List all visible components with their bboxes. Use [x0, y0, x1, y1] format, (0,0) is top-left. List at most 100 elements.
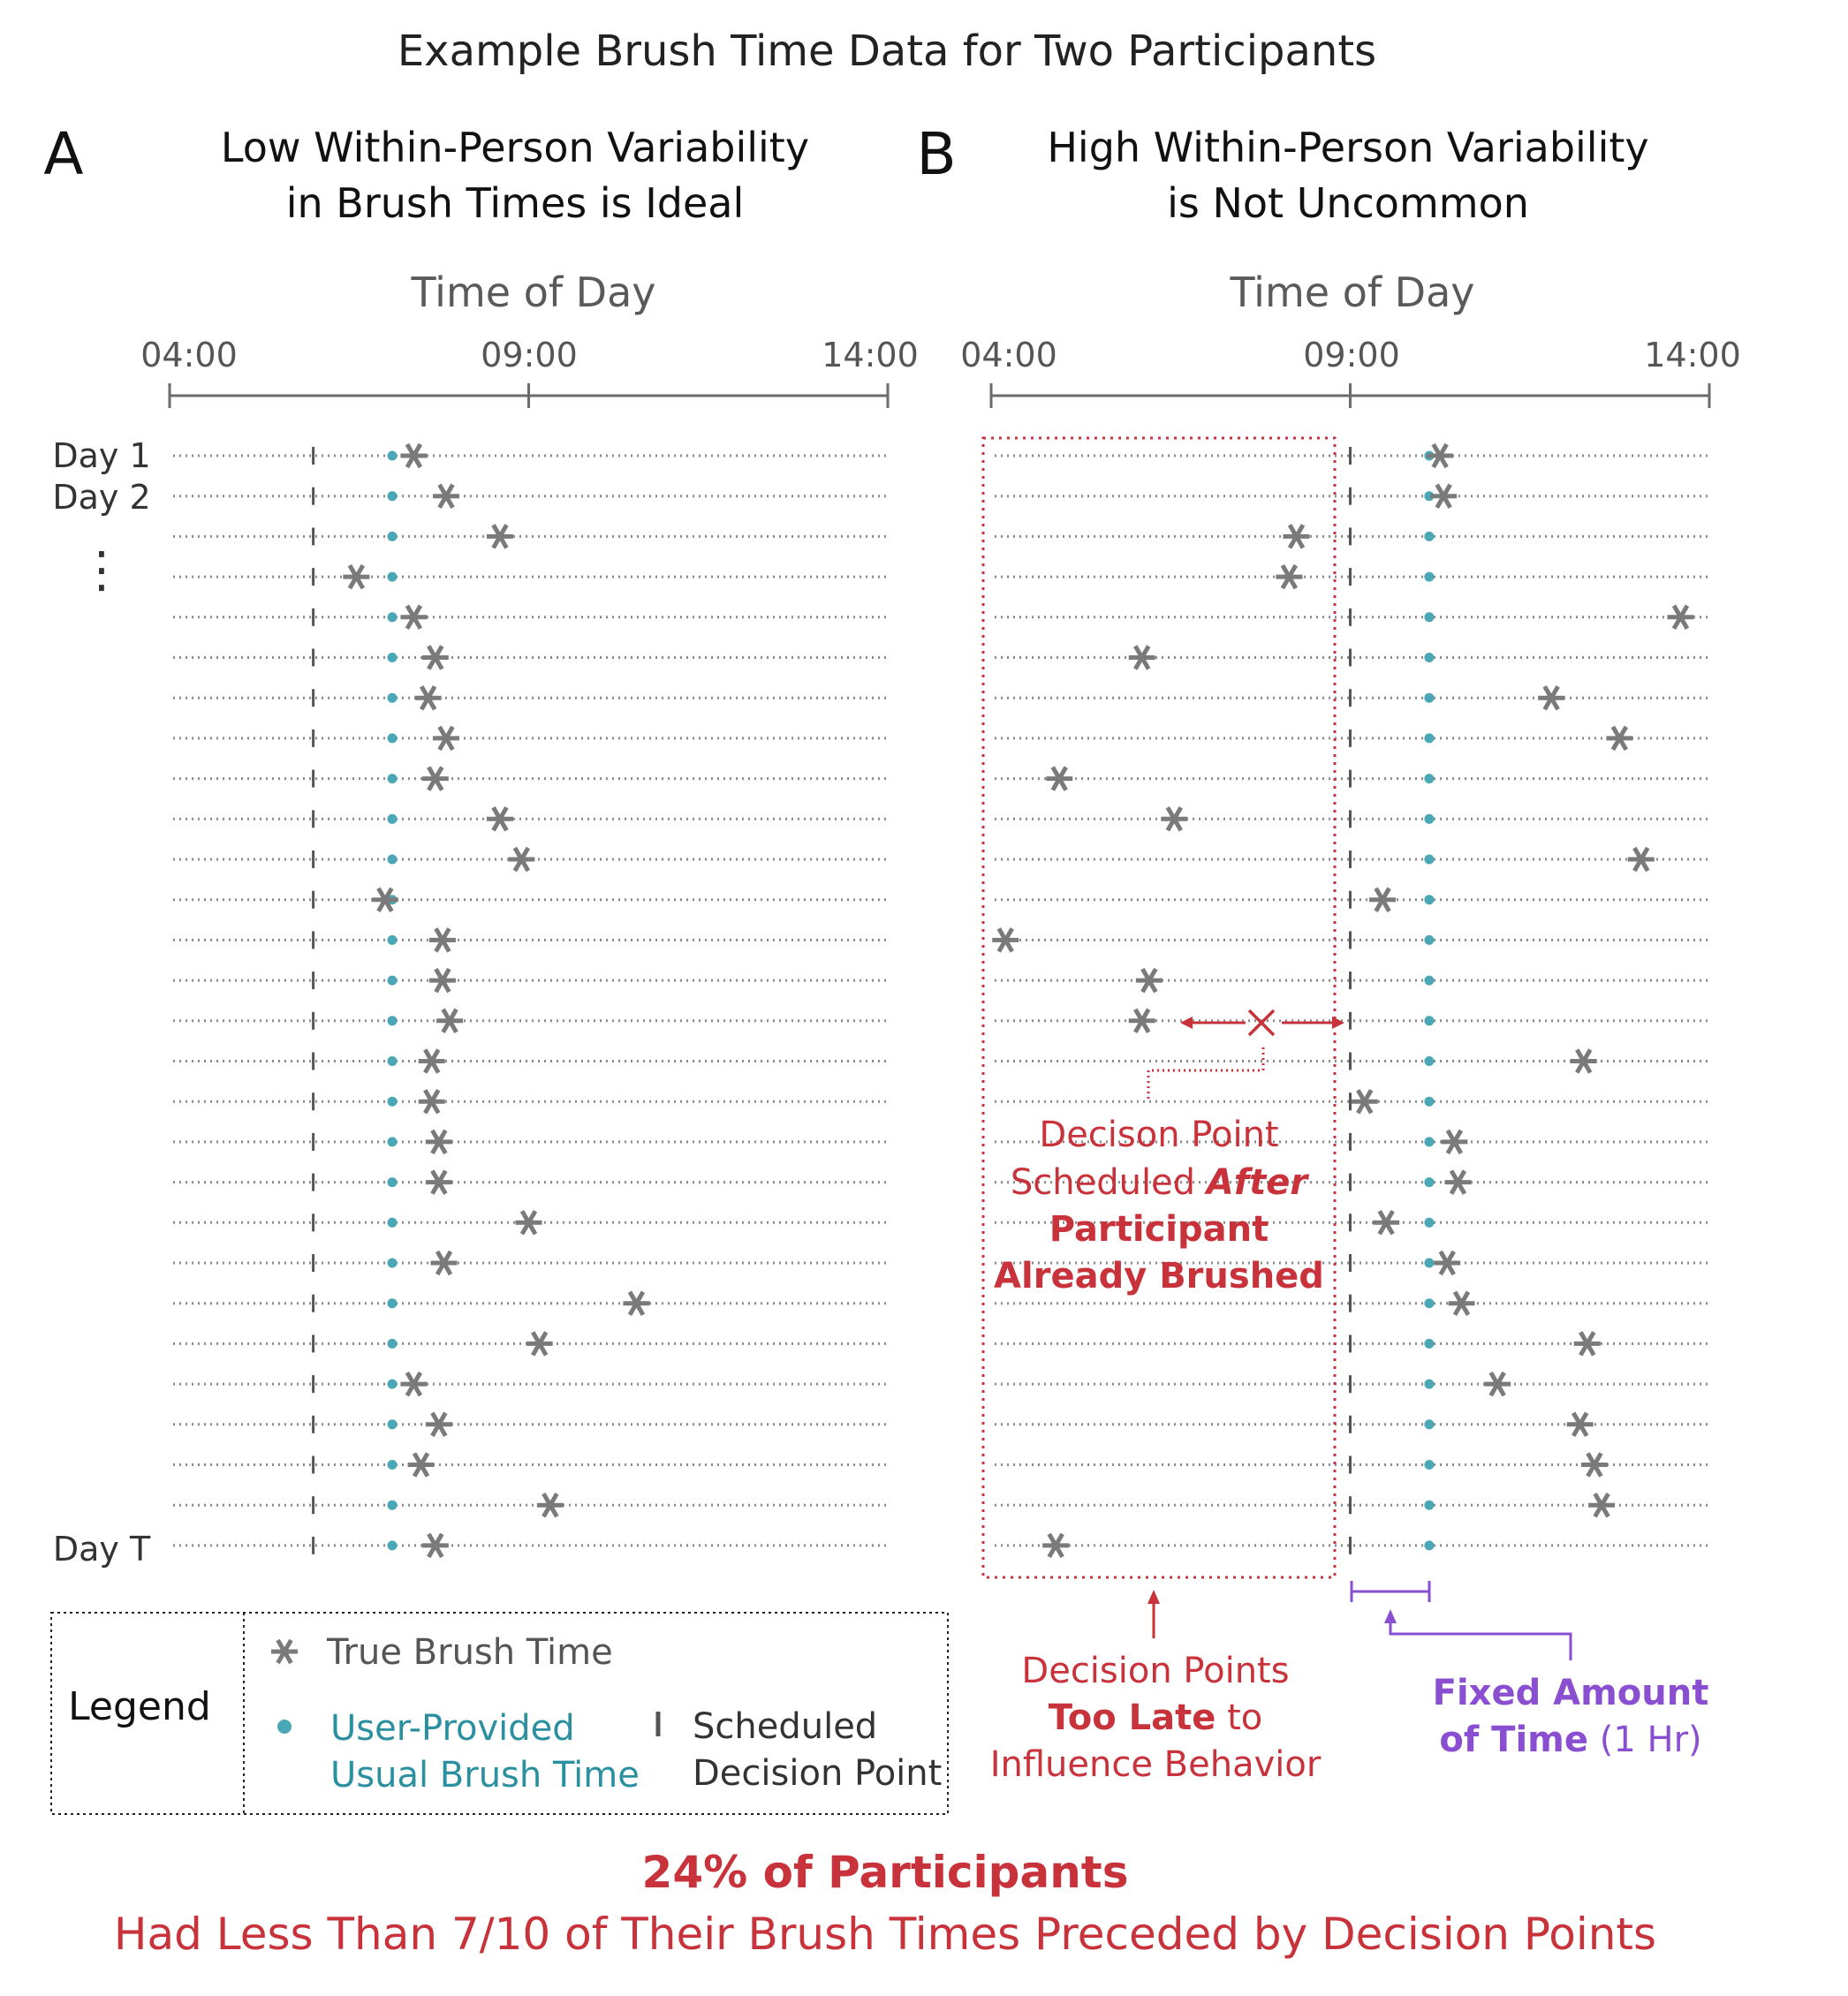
panel-b-usual-time-dot-28 — [1424, 1540, 1435, 1551]
decision-after-brush-arrow — [1147, 1009, 1344, 1100]
panel-b-true-brush-star-20 — [1373, 1210, 1400, 1236]
callout-line2-regular: Scheduled — [1011, 1162, 1207, 1203]
panel-a-usual-time-dot-21 — [387, 1258, 398, 1268]
footer-line1: 24% of Participants — [642, 1847, 1129, 1898]
panel-b-usual-time-dot-27 — [1424, 1500, 1435, 1510]
panel-a-usual-time-dot-14 — [387, 975, 398, 986]
late-line3: Influence Behavior — [990, 1744, 1322, 1785]
panel-a-true-brush-star-26 — [407, 1452, 435, 1478]
panel-a-usual-time-dot-13 — [387, 934, 398, 945]
panel-b-usual-time-dot-17 — [1424, 1096, 1435, 1107]
callout-line1: Decison Point — [1039, 1115, 1278, 1155]
panel-a-true-brush-star-21 — [430, 1250, 458, 1276]
bracket-arrow-head — [1384, 1609, 1397, 1623]
too-late-region-box — [981, 436, 1337, 1579]
panel-a-true-brush-star-4 — [343, 563, 370, 590]
panel-b-usual-time-dot-10 — [1424, 813, 1435, 824]
panel-a-usual-time-dot-23 — [387, 1338, 398, 1349]
panel-b-true-brush-star-18 — [1441, 1129, 1468, 1155]
panel-a-true-brush-star-20 — [515, 1210, 542, 1236]
legend-decision-line2: Decision Point — [693, 1753, 942, 1794]
panel-a-true-brush-star-25 — [425, 1411, 452, 1438]
day-label-2: Day 2 — [52, 478, 150, 517]
late-line2-bold: Too Late — [1049, 1697, 1216, 1738]
panel-a-true-brush-star-14 — [428, 967, 456, 994]
late-arrow-head — [1147, 1590, 1160, 1604]
panel-a-true-brush-star-10 — [486, 806, 513, 832]
panel-b-label: B — [916, 120, 956, 188]
panel-b-usual-time-dot-3 — [1424, 531, 1435, 541]
panel-a-true-brush-star-7 — [414, 684, 442, 711]
panel-a-usual-time-dot-7 — [387, 692, 398, 703]
panel-a-true-brush-star-1 — [400, 442, 428, 469]
panel-b-true-brush-star-21 — [1434, 1250, 1461, 1276]
panel-b-usual-time-dot-2 — [1424, 491, 1435, 502]
panel-a-usual-time-dot-11 — [387, 854, 398, 865]
legend-star-icon — [271, 1638, 298, 1665]
panel-b-tick-0900: 09:00 — [1303, 336, 1400, 374]
panel-b-usual-time-dot-8 — [1424, 733, 1435, 744]
panel-b-tick-0400: 04:00 — [960, 336, 1057, 374]
legend: Legend True Brush Time User-Provided Usu… — [50, 1612, 949, 1815]
panel-a-usual-time-dot-2 — [387, 491, 398, 502]
panel-a-true-brush-star-11 — [508, 846, 535, 873]
panel-b-true-brush-star-28 — [1042, 1532, 1070, 1559]
panel-a-true-brush-star-27 — [536, 1492, 564, 1518]
arrow-right-head — [1332, 1017, 1344, 1029]
panel-b-usual-time-dot-9 — [1424, 774, 1435, 784]
panel-a-usual-time-dot-22 — [387, 1298, 398, 1309]
panel-b-true-brush-star-11 — [1627, 846, 1655, 873]
panel-b-usual-time-dot-12 — [1424, 895, 1435, 905]
panel-b-usual-time-dot-21 — [1424, 1258, 1435, 1268]
panel-b-true-brush-star-23 — [1573, 1331, 1601, 1357]
panel-b-true-brush-star-4 — [1276, 563, 1303, 590]
fixed-line2: of Time (1 Hr) — [1439, 1720, 1701, 1760]
panel-b-true-brush-star-25 — [1566, 1411, 1594, 1438]
callout-line4: Already Brushed — [994, 1256, 1324, 1297]
panel-a-tick-0400: 04:00 — [140, 336, 238, 374]
bracket-connector — [1389, 1622, 1572, 1660]
panel-b-usual-time-dot-14 — [1424, 975, 1435, 986]
panel-a-true-brush-star-23 — [526, 1331, 553, 1357]
panel-b-true-brush-star-15 — [1128, 1008, 1155, 1034]
panel-a-true-brush-star-2 — [433, 483, 460, 509]
callout-connector — [1147, 1047, 1265, 1100]
panel-a-true-brush-star-28 — [421, 1532, 449, 1559]
panel-b-true-brush-star-19 — [1444, 1169, 1472, 1195]
fixed-line2-bold: of Time — [1439, 1720, 1588, 1760]
panel-b-usual-time-dot-5 — [1424, 612, 1435, 623]
panel-a-true-brush-star-22 — [623, 1290, 650, 1316]
panel-a-usual-time-dot-3 — [387, 531, 398, 541]
panel-b-usual-time-dot-4 — [1424, 571, 1435, 582]
panel-a-true-brush-star-15 — [436, 1008, 464, 1034]
panel-a-usual-time-dot-9 — [387, 774, 398, 784]
late-line2-regular: to — [1216, 1697, 1262, 1738]
panel-a-usual-time-dot-4 — [387, 571, 398, 582]
panel-a-true-brush-star-6 — [421, 645, 449, 670]
panel-b-true-brush-star-7 — [1538, 684, 1565, 711]
fixed-line2-regular: (1 Hr) — [1588, 1720, 1702, 1760]
legend-usual-dot — [277, 1720, 292, 1734]
day-label-T: Day T — [53, 1530, 151, 1569]
callout-line3: Participant — [1049, 1209, 1269, 1250]
panel-b-title-line2: is Not Uncommon — [1167, 179, 1529, 227]
panel-b-true-brush-star-8 — [1606, 725, 1633, 752]
panel-a-true-brush-star-9 — [421, 766, 449, 791]
panel-a-usual-time-dot-25 — [387, 1419, 398, 1430]
panel-a-usual-time-dot-15 — [387, 1016, 398, 1026]
panel-b-usual-time-dot-26 — [1424, 1460, 1435, 1470]
day-label-ellipsis: ⋮ — [77, 541, 126, 599]
panel-b-usual-time-dot-19 — [1424, 1177, 1435, 1188]
panel-b-true-brush-star-22 — [1448, 1290, 1475, 1316]
panel-a-tick-1400: 14:00 — [822, 336, 919, 374]
fixed-time-bracket — [1350, 1581, 1572, 1660]
panel-b-usual-time-dot-23 — [1424, 1338, 1435, 1349]
legend-true-brush-label: True Brush Time — [326, 1632, 613, 1673]
panel-a-usual-time-dot-6 — [387, 653, 398, 662]
panel-b-true-brush-star-5 — [1667, 604, 1694, 631]
panel-a-usual-time-dot-5 — [387, 612, 398, 623]
panel-b-true-brush-star-3 — [1283, 524, 1310, 549]
panel-a-usual-time-dot-26 — [387, 1460, 398, 1470]
panel-b-usual-time-dot-25 — [1424, 1419, 1435, 1430]
